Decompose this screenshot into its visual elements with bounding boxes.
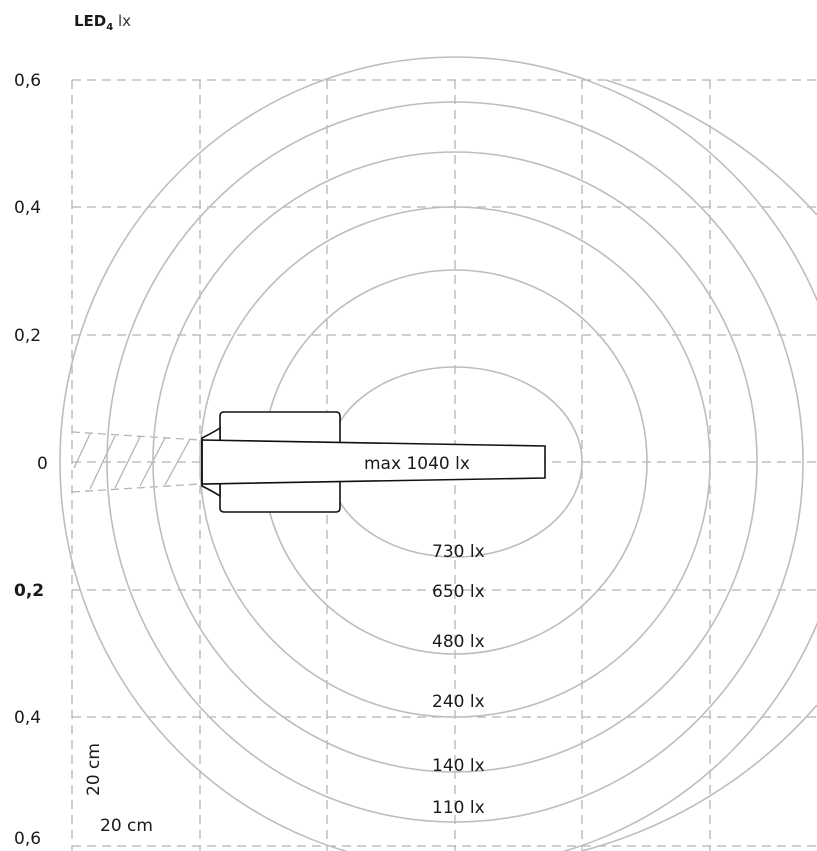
isoline-label: 240 lx [432, 692, 485, 712]
title-unit: lx [118, 12, 132, 30]
diagram-title: LED4 lx [74, 12, 131, 33]
isoline-label: 730 lx [432, 542, 485, 562]
isoline-label: 110 lx [432, 798, 485, 818]
y-axis-label: 0,4 [14, 708, 41, 728]
isoline-label: 650 lx [432, 582, 485, 602]
title-subscript: 4 [106, 22, 114, 33]
max-label: max 1040 lx [364, 454, 470, 474]
isoline-label: 140 lx [432, 756, 485, 776]
lamp-outline [201, 411, 546, 513]
y-axis-label: 0,2 [14, 326, 41, 346]
scale-label-horizontal: 20 cm [100, 816, 153, 836]
grid [71, 79, 817, 851]
isoline-outer [581, 704, 817, 851]
isoline-480 [199, 206, 711, 718]
isoline-140 [106, 101, 804, 823]
isoline-110 [59, 56, 817, 851]
isoline-240 [152, 151, 758, 773]
title-name: LED [74, 12, 107, 30]
isoline-label: 480 lx [432, 632, 485, 652]
y-axis-label: 0 [37, 454, 48, 474]
y-axis-label: 0,4 [14, 198, 41, 218]
isoline-outer [605, 79, 817, 216]
y-axis-label: 0,6 [14, 829, 41, 849]
wall-hatching [71, 431, 201, 493]
y-axis-label: 0,2 [14, 581, 44, 601]
scale-label-vertical: 20 cm [84, 743, 104, 796]
y-axis-label: 0,6 [14, 71, 41, 91]
